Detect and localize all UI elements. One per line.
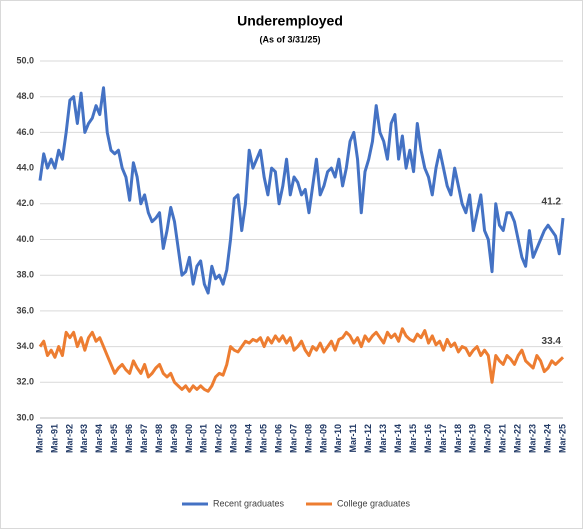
chart-subtitle: (As of 3/31/25) [259, 34, 320, 44]
x-tick-label: Mar-15 [408, 424, 418, 453]
x-tick-label: Mar-05 [259, 424, 269, 453]
y-tick-label: 42.0 [16, 198, 34, 208]
y-tick-label: 46.0 [16, 127, 34, 137]
y-tick-label: 50.0 [16, 55, 34, 65]
x-tick-label: Mar-19 [468, 424, 478, 453]
x-tick-label: Mar-11 [348, 424, 358, 453]
x-tick-label: Mar-12 [363, 424, 373, 453]
x-tick-label: Mar-21 [498, 424, 508, 453]
y-tick-label: 44.0 [16, 162, 34, 172]
x-tick-label: Mar-92 [64, 424, 74, 453]
y-tick-label: 48.0 [16, 91, 34, 101]
x-tick-label: Mar-25 [557, 424, 567, 453]
x-tick-label: Mar-98 [154, 424, 164, 453]
y-tick-label: 36.0 [16, 305, 34, 315]
y-tick-label: 34.0 [16, 341, 34, 351]
x-tick-label: Mar-08 [303, 424, 313, 453]
x-tick-label: Mar-10 [333, 424, 343, 453]
series-line [38, 86, 565, 295]
x-tick-label: Mar-09 [318, 424, 328, 453]
x-tick-label: Mar-99 [169, 424, 179, 453]
x-tick-label: Mar-03 [229, 424, 239, 453]
x-tick-label: Mar-18 [453, 424, 463, 453]
legend-label: College graduates [337, 498, 411, 508]
data-label: 33.4 [542, 336, 562, 347]
series-line [38, 327, 565, 393]
y-tick-label: 38.0 [16, 270, 34, 280]
x-tick-label: Mar-95 [109, 424, 119, 453]
y-tick-label: 30.0 [16, 412, 34, 422]
x-tick-label: Mar-17 [438, 424, 448, 453]
x-tick-label: Mar-20 [483, 424, 493, 453]
x-tick-label: Mar-24 [542, 424, 552, 453]
data-label: 41.2 [542, 197, 562, 208]
chart-title: Underemployed [237, 13, 343, 29]
y-tick-label: 40.0 [16, 234, 34, 244]
x-tick-label: Mar-96 [124, 424, 134, 453]
x-tick-label: Mar-00 [184, 424, 194, 453]
x-tick-label: Mar-91 [49, 424, 59, 453]
x-tick-label: Mar-06 [273, 424, 283, 453]
legend-label: Recent graduates [213, 498, 285, 508]
x-tick-label: Mar-07 [288, 424, 298, 453]
x-tick-label: Mar-97 [139, 424, 149, 453]
x-tick-label: Mar-22 [513, 424, 523, 453]
x-tick-label: Mar-16 [423, 424, 433, 453]
x-tick-label: Mar-02 [214, 424, 224, 453]
x-tick-label: Mar-14 [393, 424, 403, 453]
x-tick-label: Mar-13 [378, 424, 388, 453]
x-tick-label: Mar-04 [244, 424, 254, 453]
x-tick-label: Mar-94 [94, 424, 104, 453]
x-tick-label: Mar-23 [527, 424, 537, 453]
x-tick-label: Mar-93 [79, 424, 89, 453]
x-tick-label: Mar-90 [34, 424, 44, 453]
x-tick-label: Mar-01 [199, 424, 209, 453]
y-tick-label: 32.0 [16, 377, 34, 387]
